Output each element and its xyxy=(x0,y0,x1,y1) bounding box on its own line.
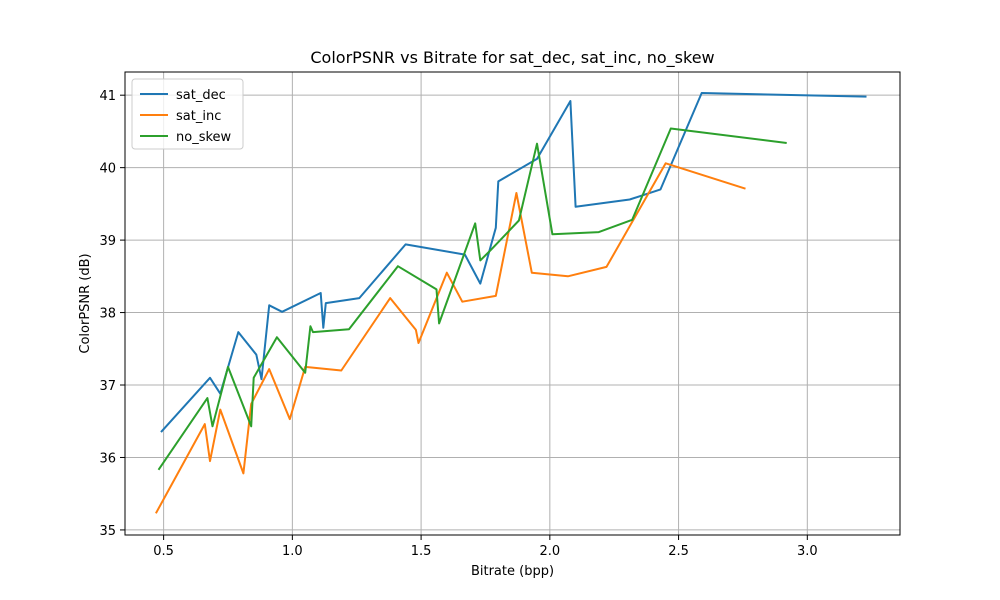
y-axis-label: ColorPSNR (dB) xyxy=(78,253,93,353)
y-tick-label: 41 xyxy=(99,89,116,104)
series-lines xyxy=(155,92,867,514)
x-tick-label: 2.5 xyxy=(668,544,689,559)
y-tick-label: 35 xyxy=(99,524,116,539)
plot-frame xyxy=(124,71,901,536)
y-tick-label: 37 xyxy=(99,379,116,394)
legend-box xyxy=(131,78,244,150)
series-line-no-skew xyxy=(157,127,787,471)
legend: sat_dec sat_inc no_skew xyxy=(131,78,244,150)
legend-label-no-skew: no_skew xyxy=(176,130,232,145)
y-tick-label: 36 xyxy=(99,451,116,466)
x-tick-label: 1.5 xyxy=(411,544,432,559)
axis-ticks: 0.5 1.0 1.5 2.0 2.5 3.0 35 36 37 38 39 40 41 xyxy=(99,89,817,559)
x-tick-label: 1.0 xyxy=(282,544,303,559)
chart-title: ColorPSNR vs Bitrate for sat_dec, sat_in… xyxy=(310,48,714,68)
legend-label-sat-inc: sat_inc xyxy=(176,109,221,124)
x-axis-label: Bitrate (bpp) xyxy=(471,564,554,579)
y-tick-label: 38 xyxy=(99,307,116,322)
y-tick-label: 39 xyxy=(99,234,116,249)
x-tick-label: 2.0 xyxy=(539,544,560,559)
series-line-sat-inc xyxy=(155,162,746,514)
x-tick-label: 0.5 xyxy=(153,544,174,559)
legend-label-sat-dec: sat_dec xyxy=(176,88,226,103)
y-tick-label: 40 xyxy=(99,162,116,177)
x-tick-label: 3.0 xyxy=(797,544,818,559)
series-line-sat-dec xyxy=(160,92,867,433)
